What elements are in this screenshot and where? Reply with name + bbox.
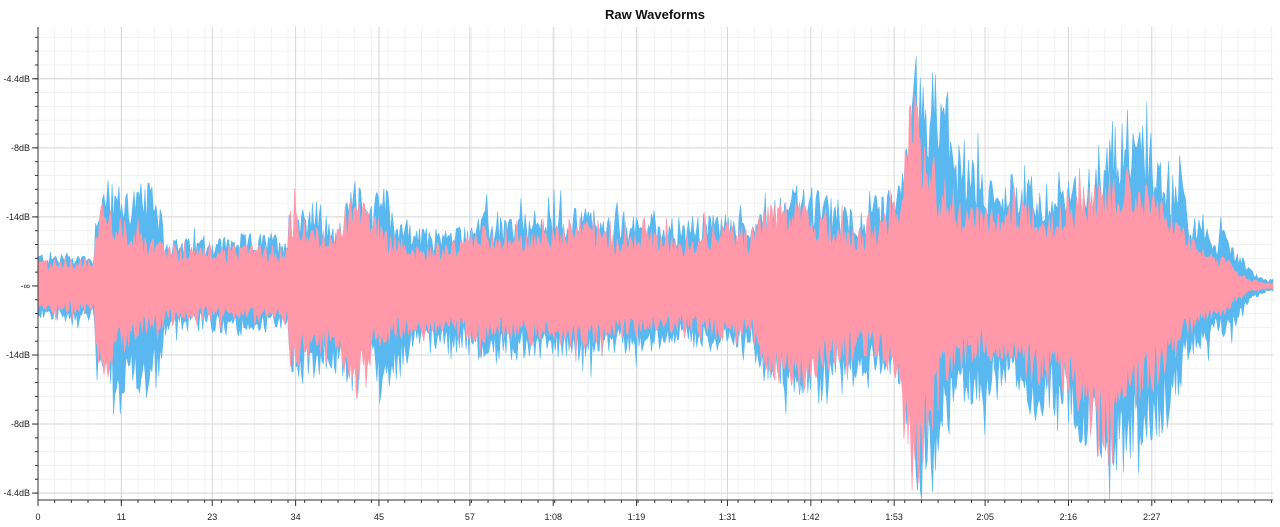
y-tick-label: -4.4dB bbox=[3, 488, 30, 498]
waveform-layer bbox=[37, 56, 1274, 501]
y-tick-label: -4.4dB bbox=[3, 74, 30, 84]
x-tick-label: 1:42 bbox=[802, 512, 820, 522]
x-tick-label: 1:53 bbox=[885, 512, 903, 522]
waveform-series-2 bbox=[37, 94, 1274, 491]
x-tick-label: 1:31 bbox=[719, 512, 737, 522]
y-tick-label: -8dB bbox=[11, 419, 30, 429]
x-tick-label: 1:08 bbox=[544, 512, 562, 522]
x-tick-label: 2:27 bbox=[1143, 512, 1161, 522]
chart-title: Raw Waveforms bbox=[605, 7, 705, 22]
x-tick-label: 23 bbox=[207, 512, 217, 522]
x-tick-label: 34 bbox=[291, 512, 301, 522]
y-tick-label: -∞ bbox=[21, 281, 30, 291]
x-tick-label: 2:05 bbox=[976, 512, 994, 522]
x-tick-label: 45 bbox=[374, 512, 384, 522]
axis-layer: 0 11 23 34 45 57 1:08 1:19 1:31 1:42 1:53 2:05 2:16 2… bbox=[3, 27, 1273, 522]
x-tick-label: 1:19 bbox=[628, 512, 646, 522]
x-tick-label: 2:16 bbox=[1060, 512, 1078, 522]
y-tick-label: -8dB bbox=[11, 143, 30, 153]
y-tick-label: -14dB bbox=[6, 212, 30, 222]
y-tick-label: -14dB bbox=[6, 350, 30, 360]
x-tick-label: 57 bbox=[465, 512, 475, 522]
x-tick-label: 11 bbox=[117, 512, 126, 522]
x-tick-label: 0 bbox=[35, 512, 40, 522]
